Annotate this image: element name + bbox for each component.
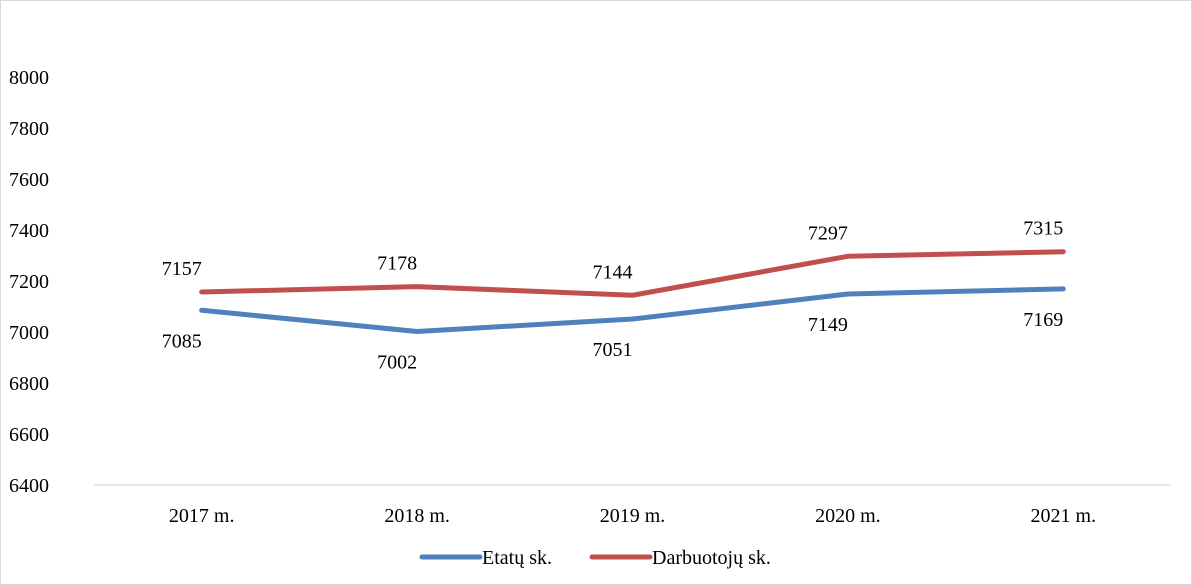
x-axis: 2017 m. 2018 m. 2019 m. 2020 m. 2021 m. xyxy=(94,484,1171,527)
y-axis: 6400 6600 6800 7000 7200 7400 7600 7800 8000 xyxy=(9,67,49,497)
series-line xyxy=(199,286,1066,334)
x-tick-label: 2021 m. xyxy=(1031,505,1097,527)
data-label: 7297 xyxy=(808,222,848,244)
series-line xyxy=(199,249,1066,298)
legend-label: Etatų sk. xyxy=(482,547,552,569)
legend: Etatų sk. Darbuotojų sk. xyxy=(419,547,771,569)
data-label: 7157 xyxy=(162,258,202,280)
x-tick-label: 2020 m. xyxy=(815,505,881,527)
y-tick-label: 6800 xyxy=(9,373,49,395)
data-label: 7315 xyxy=(1023,218,1063,240)
data-label: 7002 xyxy=(377,351,417,373)
y-tick-label: 8000 xyxy=(9,67,49,89)
data-label: 7144 xyxy=(593,261,633,283)
y-tick-label: 7400 xyxy=(9,220,49,242)
data-labels: 7085 7002 7051 7149 7169 7157 7178 7144 7297 7315 xyxy=(162,218,1064,374)
y-tick-label: 7200 xyxy=(9,271,49,293)
x-tick-label: 2018 m. xyxy=(384,505,450,527)
y-tick-label: 6600 xyxy=(9,424,49,446)
series-lines xyxy=(199,249,1066,334)
y-tick-label: 7800 xyxy=(9,118,49,140)
data-label: 7085 xyxy=(162,330,202,352)
x-tick-label: 2019 m. xyxy=(600,505,666,527)
y-tick-label: 7600 xyxy=(9,169,49,191)
y-tick-label: 7000 xyxy=(9,322,49,344)
data-label: 7149 xyxy=(808,314,848,336)
data-label: 7169 xyxy=(1023,309,1063,331)
data-label: 7178 xyxy=(377,253,417,275)
y-tick-label: 6400 xyxy=(9,475,49,497)
x-tick-label: 2017 m. xyxy=(169,505,235,527)
data-label: 7051 xyxy=(593,339,633,361)
legend-label: Darbuotojų sk. xyxy=(652,547,771,569)
